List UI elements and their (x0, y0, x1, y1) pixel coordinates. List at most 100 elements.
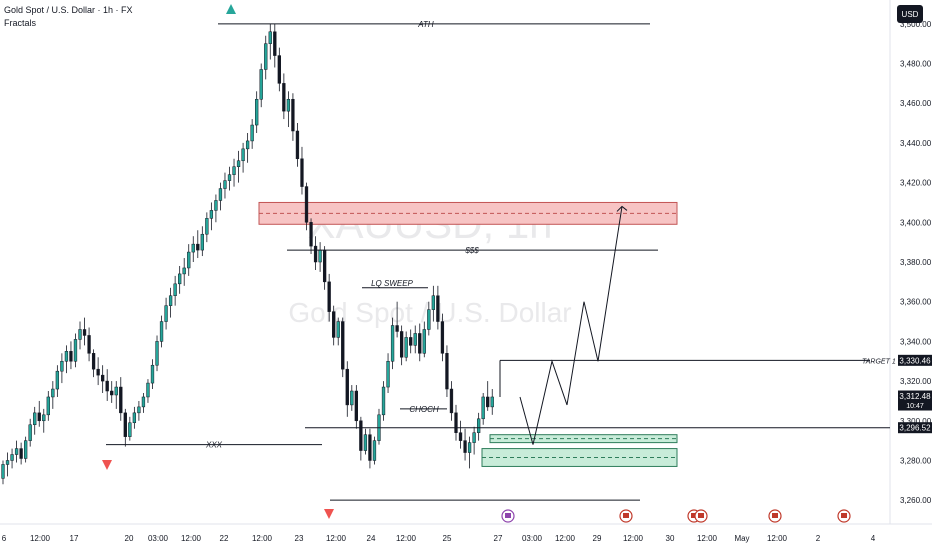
candle-body (78, 329, 82, 340)
chart-title: Gold Spot / U.S. Dollar · 1h · FX (4, 5, 133, 15)
liquidity-label: $$$ (464, 246, 479, 255)
candle-body (295, 130, 300, 160)
candle-body (273, 31, 277, 56)
ath-label: ATH (417, 20, 434, 29)
candle-body (486, 396, 490, 408)
x-tick-label: 25 (443, 534, 452, 543)
candle-body (327, 281, 331, 312)
candle-body (128, 422, 132, 437)
candle-body (404, 337, 408, 358)
candle-body (60, 360, 64, 372)
y-tick-label: 3,260.00 (900, 496, 932, 505)
indicator-label[interactable]: Fractals (4, 18, 37, 28)
candle-body (413, 333, 417, 346)
candle-body (449, 388, 454, 414)
candle-body (196, 243, 200, 251)
candle-body (182, 267, 186, 275)
candle-body (381, 386, 386, 416)
y-tick-label: 3,460.00 (900, 99, 932, 108)
y-tick-label: 3,420.00 (900, 179, 932, 188)
fractal-up-marker (226, 4, 236, 14)
candle-body (155, 341, 159, 366)
price-label: 3,296.52 (899, 424, 931, 433)
candle-body (282, 83, 286, 112)
currency-button[interactable]: USD (897, 5, 923, 23)
price-label-countdown: 10:47 (906, 403, 924, 410)
candle-body (418, 333, 422, 354)
x-tick-label: 12:00 (396, 534, 417, 543)
x-tick-label: 12:00 (697, 534, 718, 543)
candle-body (96, 368, 100, 376)
candle-body (322, 249, 327, 283)
candle-body (64, 351, 69, 362)
candle-body (82, 329, 87, 336)
candle-body (91, 353, 96, 370)
candle-body (277, 55, 281, 84)
price-label: 3,330.46 (899, 356, 931, 365)
candle-body (467, 442, 472, 453)
candle-body (409, 337, 413, 346)
price-label-box (898, 354, 932, 366)
candle-body (241, 148, 245, 162)
x-tick-label: 4 (871, 534, 876, 543)
candle-body (73, 339, 78, 362)
lq-sweep-label: LQ SWEEP (371, 279, 413, 288)
candle-body (164, 305, 168, 322)
candle-body (363, 434, 368, 451)
y-tick-label: 3,500.00 (900, 20, 932, 29)
candle-body (19, 448, 23, 459)
candle-body (427, 309, 431, 330)
candle-body (119, 386, 123, 414)
candle-body (313, 245, 318, 263)
candle-body (205, 218, 209, 235)
price-label-box (898, 390, 932, 411)
candle-body (87, 335, 91, 354)
y-tick-label: 3,360.00 (900, 298, 932, 307)
candle-body (14, 448, 19, 455)
fractal-down-marker (102, 460, 112, 470)
candle-body (268, 31, 272, 44)
x-tick-label: 24 (367, 534, 376, 543)
supply-zone (258, 201, 678, 225)
candle-body (123, 412, 127, 437)
x-tick-label: 17 (70, 534, 79, 543)
candle-body (422, 329, 426, 354)
candle-body (445, 353, 449, 390)
choch-label: CHOCH (409, 405, 439, 414)
candle-body (318, 249, 322, 263)
x-tick-label: 12:00 (30, 534, 51, 543)
candle-body (191, 243, 195, 253)
candle-body (33, 412, 37, 426)
x-tick-label: 6 (2, 534, 7, 543)
candle-body (372, 440, 377, 461)
candle-body (1, 464, 5, 479)
candle-body (146, 382, 150, 398)
candle-body (42, 414, 46, 422)
candle-body (69, 351, 73, 362)
y-tick-label: 3,280.00 (900, 456, 932, 465)
candle-body (105, 380, 109, 392)
candle-body (223, 180, 227, 189)
event-flag-icon-fill (841, 513, 847, 518)
candle-body (232, 166, 236, 175)
projection-path (519, 206, 623, 445)
x-tick-label: 03:00 (148, 534, 169, 543)
candle-body (259, 69, 263, 100)
event-flag-icon-fill (623, 513, 629, 518)
candle-body (350, 390, 354, 406)
candle-body (114, 386, 118, 396)
candle-body (490, 396, 494, 408)
y-tick-label: 3,380.00 (900, 258, 932, 267)
candle-body (300, 158, 304, 187)
x-tick-label: 30 (666, 534, 675, 543)
y-tick-label: 3,340.00 (900, 337, 932, 346)
x-tick-label: May (734, 534, 749, 543)
x-tick-label: 20 (125, 534, 134, 543)
candle-body (51, 388, 55, 398)
x-tick-label: 27 (494, 534, 503, 543)
candle-body (178, 273, 182, 285)
candle-body (477, 418, 481, 433)
candle-body (463, 440, 467, 453)
